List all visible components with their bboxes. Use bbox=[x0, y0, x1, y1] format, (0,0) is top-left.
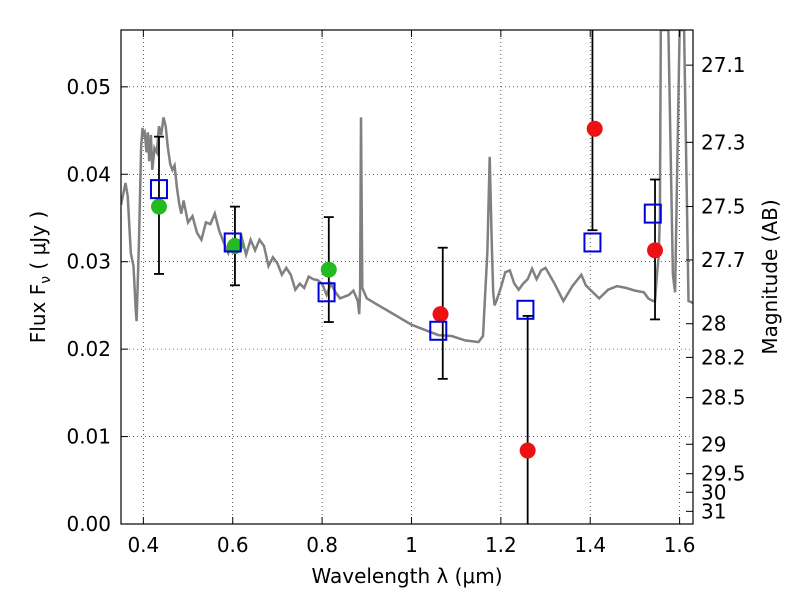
mag-tick-label: 31 bbox=[701, 499, 726, 523]
y-tick-label: 0.00 bbox=[66, 512, 111, 536]
mag-tick-label: 30 bbox=[701, 480, 726, 504]
red-circle-point bbox=[432, 306, 449, 323]
x-tick-label: 0.4 bbox=[127, 533, 159, 557]
blue-square-point bbox=[429, 320, 448, 341]
green-circle-point bbox=[150, 198, 167, 215]
magnitude-axis-label: Magnitude (AB) bbox=[758, 199, 782, 354]
blue-square-point bbox=[223, 232, 242, 253]
green-circle-point bbox=[226, 237, 243, 254]
plot-background bbox=[121, 30, 693, 524]
mag-tick-label: 29.5 bbox=[701, 462, 746, 486]
x-tick-label: 0.6 bbox=[217, 533, 249, 557]
y-axis-ticks: 0.00 0.01 0.02 0.03 0.04 0.05 bbox=[66, 75, 128, 536]
y-axis-label-main: Flux F bbox=[26, 284, 50, 343]
y-tick-label: 0.03 bbox=[66, 250, 111, 274]
y-tick-label: 0.02 bbox=[66, 337, 111, 361]
x-tick-label: 1.6 bbox=[664, 533, 696, 557]
plot-frame bbox=[120, 29, 694, 525]
mag-tick-label: 28 bbox=[701, 312, 726, 336]
mag-tick-label: 28.2 bbox=[701, 345, 746, 369]
blue-square-point bbox=[149, 179, 168, 200]
y-axis-label: Flux Fν ( μJy ) bbox=[26, 211, 54, 343]
y-tick-label: 0.04 bbox=[66, 162, 111, 186]
x-tick-label: 1.2 bbox=[485, 533, 517, 557]
mag-tick-label: 27.7 bbox=[701, 248, 746, 272]
red-circle-point bbox=[519, 442, 536, 459]
mag-tick-label: 27.1 bbox=[701, 53, 746, 77]
x-axis-label: Wavelength λ (μm) bbox=[311, 564, 502, 588]
y-tick-label: 0.05 bbox=[66, 75, 111, 99]
green-circle-point bbox=[320, 261, 337, 278]
mag-tick-label: 27.3 bbox=[701, 130, 746, 154]
data-markers bbox=[149, 120, 664, 459]
blue-square-point bbox=[317, 282, 336, 303]
x-tick-label: 1.4 bbox=[574, 533, 606, 557]
x-axis-ticks: 0.4 0.6 0.8 1 1.2 1.4 1.6 bbox=[127, 30, 696, 557]
y-axis-label-unit: ( μJy ) bbox=[26, 211, 50, 276]
red-circle-point bbox=[647, 242, 664, 259]
x-tick-label: 0.8 bbox=[306, 533, 338, 557]
blue-square-point bbox=[583, 232, 602, 253]
blue-square-point bbox=[643, 203, 662, 224]
y-tick-label: 0.01 bbox=[66, 425, 111, 449]
mag-tick-label: 29 bbox=[701, 432, 726, 456]
y-axis-label-subscript: ν bbox=[38, 276, 54, 284]
blue-square-point bbox=[516, 299, 535, 320]
red-circle-point bbox=[586, 120, 603, 137]
mag-tick-label: 28.5 bbox=[701, 386, 746, 410]
mag-tick-label: 27.5 bbox=[701, 195, 746, 219]
x-tick-label: 1 bbox=[405, 533, 418, 557]
